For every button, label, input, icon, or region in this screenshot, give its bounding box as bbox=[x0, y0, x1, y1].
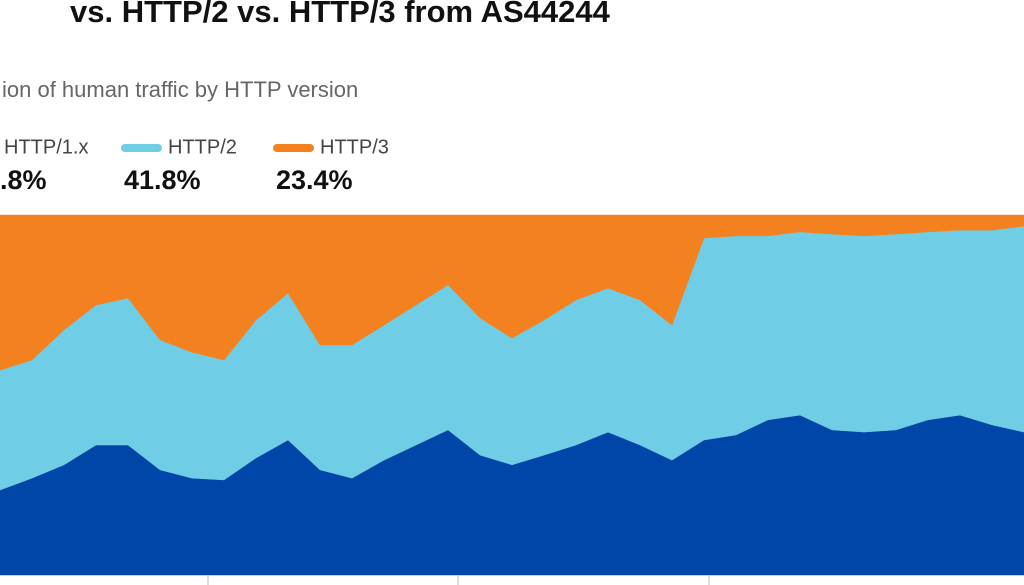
legend: HTTP/1.x .8% HTTP/2 41.8% HTTP/3 23.4% bbox=[0, 136, 389, 195]
chart-title: vs. HTTP/2 vs. HTTP/3 from AS44244 bbox=[70, 0, 611, 29]
plot-area bbox=[0, 214, 1024, 576]
legend-label: HTTP/1.x bbox=[4, 136, 88, 158]
area bbox=[0, 214, 1024, 371]
legend-value: 41.8% bbox=[124, 165, 201, 195]
chart-subtitle: ion of human traffic by HTTP version bbox=[2, 77, 358, 102]
legend-value: .8% bbox=[0, 165, 47, 195]
legend-value: 23.4% bbox=[276, 165, 353, 195]
legend-label: HTTP/3 bbox=[320, 136, 389, 158]
legend-label: HTTP/2 bbox=[168, 136, 237, 158]
